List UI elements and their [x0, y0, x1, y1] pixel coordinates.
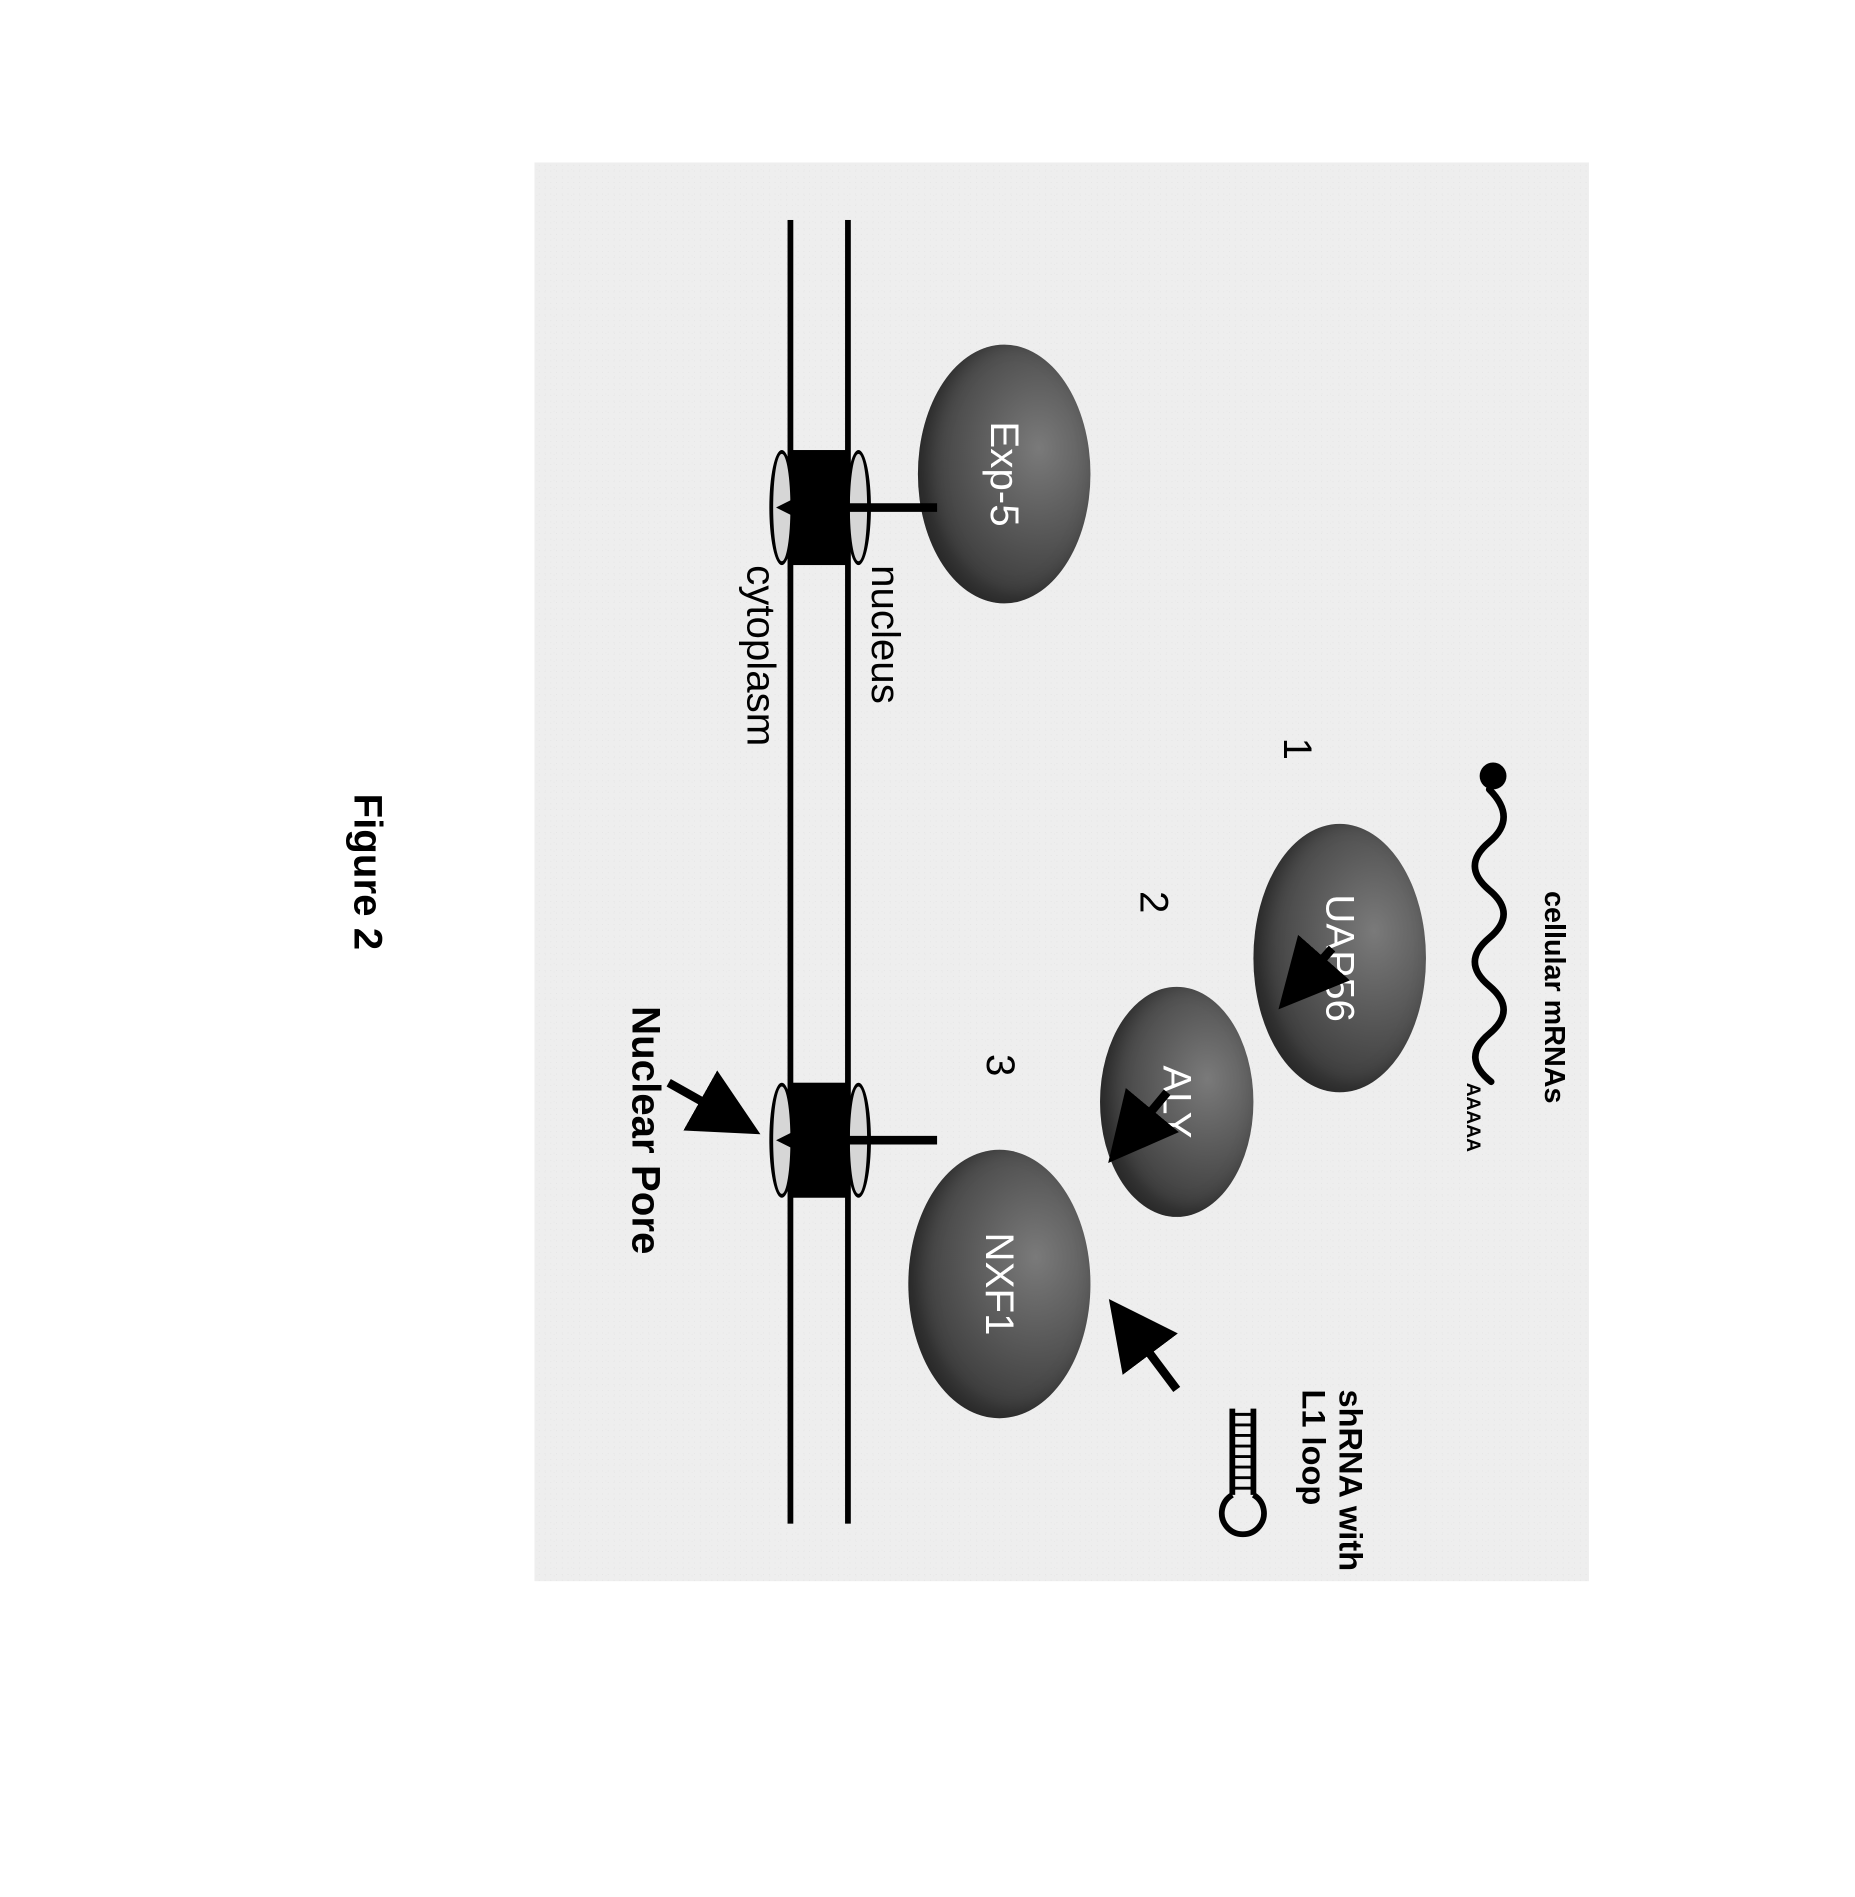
diagram-panel: nucleus cytoplasm Exp-5 UAP56 ALY NXF1 1… [534, 162, 1588, 1581]
figure-stage: nucleus cytoplasm Exp-5 UAP56 ALY NXF1 1… [209, 47, 1647, 1849]
figure-caption: Figure 2 [345, 757, 391, 987]
label-nuclear-pore: Nuclear Pore [623, 1006, 669, 1254]
pathway-arrows [534, 162, 1588, 1581]
